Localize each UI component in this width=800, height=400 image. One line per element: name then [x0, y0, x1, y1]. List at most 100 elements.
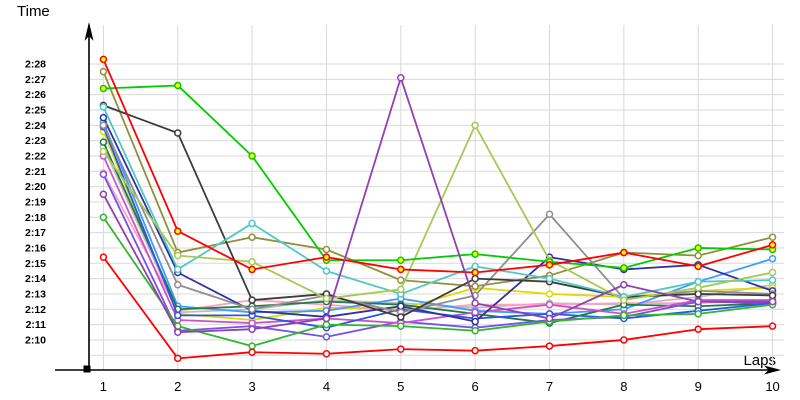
data-point-olive-lap-3: [248, 233, 256, 241]
y-tick-label: 2:13: [25, 288, 46, 300]
data-point-cyan-lap-9: [694, 277, 702, 286]
series-line-mid-green: [102, 216, 774, 347]
series-line-olive: [102, 70, 774, 288]
data-point-red-highlight-lap-10: [768, 241, 777, 249]
y-tick-label: 2:27: [25, 74, 46, 86]
data-point-cyan-lap-6: [471, 262, 479, 271]
data-point-dark-green-lap-1: [99, 138, 108, 146]
data-point-olive-lap-1: [99, 67, 108, 76]
data-point-purple-lap-5: [397, 74, 405, 82]
data-point-mid-green-lap-3: [248, 342, 256, 350]
y-tick-label: 2:25: [25, 104, 46, 116]
data-point-mid-green-lap-8: [620, 311, 628, 320]
series-line-magenta: [102, 155, 774, 324]
data-point-yellow-green-lap-9: [694, 284, 702, 292]
x-tick-label: 10: [765, 379, 779, 394]
data-point-cyan-lap-10: [768, 276, 777, 284]
series-line-dark-green: [102, 141, 774, 324]
y-tick-label: 2:14: [25, 273, 46, 285]
data-point-mid-green-lap-1: [99, 213, 108, 222]
series-line-yellow-green: [102, 124, 774, 301]
data-point-green-highlight-lap-6: [471, 250, 479, 258]
data-point-green-highlight-lap-8: [620, 264, 628, 272]
data-point-red-highlight-lap-3: [248, 265, 256, 274]
y-tick-label: 2:21: [25, 166, 46, 178]
data-point-olive-lap-6: [471, 282, 479, 291]
x-tick-label: 4: [323, 379, 330, 394]
y-tick-label: 2:22: [25, 150, 46, 162]
x-tick-label: 5: [397, 379, 404, 394]
data-point-black-lap-3: [248, 296, 256, 304]
data-point-red-highlight-lap-9: [694, 262, 702, 271]
data-point-black-lap-6: [471, 274, 479, 283]
data-point-cyan-lap-1: [99, 103, 108, 111]
series-line-red-fastest: [102, 256, 774, 360]
data-point-red-highlight-lap-2: [174, 227, 182, 235]
y-tick-label: 2:23: [25, 135, 46, 147]
data-point-red-fastest-lap-6: [471, 346, 479, 355]
y-tick-label: 2:24: [25, 120, 46, 132]
x-axis-title: Laps: [743, 352, 776, 369]
data-point-green-highlight-lap-1: [99, 84, 108, 93]
x-tick-label: 2: [174, 379, 181, 394]
x-tick-label: 7: [546, 379, 553, 394]
series-line-pink: [102, 171, 774, 312]
data-point-blue-violet-lap-4: [322, 333, 331, 341]
data-point-mid-green-lap-5: [397, 322, 405, 330]
data-point-gray-lap-7: [545, 210, 554, 218]
data-point-olive-lap-10: [768, 233, 777, 241]
x-tick-label: 8: [620, 379, 627, 394]
data-point-black-lap-5: [397, 313, 405, 321]
y-axis-title: Time: [17, 3, 50, 20]
data-point-red-fastest-lap-5: [397, 345, 405, 353]
y-axis-arrow: [84, 22, 94, 41]
data-point-red-highlight-lap-4: [322, 253, 331, 261]
data-point-navy-lap-6: [471, 317, 479, 326]
y-tick-label: 2:20: [25, 181, 46, 193]
data-point-red-fastest-lap-10: [768, 322, 777, 330]
data-point-cyan-lap-2: [174, 265, 182, 274]
data-point-red-fastest-lap-3: [248, 348, 256, 356]
data-point-red-highlight-lap-8: [620, 248, 628, 257]
data-point-blue-lap-2: [174, 311, 182, 320]
y-tick-label: 2:17: [25, 227, 46, 239]
data-point-olive-lap-5: [397, 276, 405, 284]
series-line-red-highlight: [102, 58, 774, 274]
data-point-gray-lap-2: [174, 281, 182, 289]
data-point-purple-lap-1: [99, 190, 108, 199]
data-point-yellow-green-lap-10: [768, 268, 777, 277]
data-point-mid-green-lap-9: [694, 310, 702, 318]
y-tick-label: 2:11: [26, 319, 47, 331]
data-point-purple-lap-4: [322, 314, 331, 323]
data-point-purple-lap-9: [694, 297, 702, 306]
data-point-yellow-green-lap-3: [248, 258, 256, 266]
y-tick-label: 2:15: [25, 258, 46, 270]
data-point-green-highlight-lap-5: [397, 256, 405, 264]
series-line-black: [102, 104, 774, 318]
y-tick-label: 2:16: [25, 242, 46, 254]
data-point-navy-lap-1: [99, 113, 108, 122]
data-point-magenta-lap-6: [471, 308, 479, 317]
data-point-red-fastest-lap-7: [545, 342, 554, 350]
data-point-yellow-lap-7: [545, 290, 554, 298]
data-point-green-highlight-lap-3: [248, 152, 256, 160]
data-point-purple-lap-7: [545, 314, 554, 323]
y-tick-label: 2:28: [25, 59, 46, 71]
x-tick-label: 6: [472, 379, 479, 394]
series-line-gray: [102, 124, 774, 314]
data-point-yellow-green-lap-2: [174, 251, 182, 260]
data-point-olive-lap-9: [694, 251, 702, 260]
data-point-navy-lap-5: [397, 302, 405, 310]
data-point-purple-lap-10: [768, 297, 777, 306]
data-point-purple-lap-3: [248, 325, 256, 333]
data-point-magenta-lap-3: [248, 319, 256, 327]
x-tick-label: 1: [100, 379, 107, 394]
data-point-purple-lap-6: [471, 299, 479, 307]
y-tick-label: 2:10: [25, 334, 46, 346]
series-line-purple: [102, 76, 774, 334]
data-point-light-blue-lap-10: [768, 254, 777, 263]
x-tick-label: 3: [248, 379, 255, 394]
y-tick-label: 2:26: [25, 89, 46, 101]
data-point-mid-green-lap-4: [322, 320, 331, 329]
